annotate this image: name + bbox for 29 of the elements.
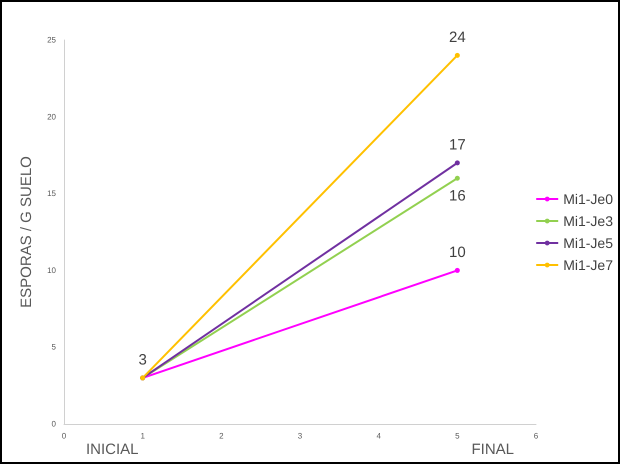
legend-label: Mi1-Je0 — [563, 191, 614, 207]
x-tick-label: 6 — [534, 432, 539, 440]
x-tick-label: 4 — [376, 432, 382, 440]
data-label: 16 — [448, 188, 466, 205]
point — [454, 176, 460, 181]
text: FINAL — [471, 441, 514, 458]
point — [454, 268, 460, 273]
legend-label: Mi1-Je7 — [563, 257, 614, 273]
y-tick-label: 15 — [47, 189, 57, 198]
y-axis-title: ESPORAS / G SUELO — [18, 156, 35, 308]
y-tick-label: 20 — [47, 112, 57, 122]
point — [454, 52, 460, 58]
y-tick-label: 0 — [52, 420, 57, 428]
data-label: 24 — [448, 28, 466, 46]
text: INICIAL — [86, 441, 139, 458]
y-tick-label: 10 — [47, 266, 57, 275]
y-tick-label: 25 — [47, 36, 57, 44]
legend-label: Mi1-Je5 — [563, 235, 614, 251]
x-tick-label: 3 — [298, 432, 303, 440]
legend-label: Mi1-Je3 — [563, 213, 614, 229]
point — [454, 160, 460, 166]
y-tick-label: 5 — [52, 342, 57, 352]
x-tick-label: 2 — [219, 432, 224, 440]
x-tick-label: 1 — [140, 432, 146, 440]
data-label: 17 — [448, 136, 466, 154]
x-tick-label: 5 — [455, 432, 460, 440]
x-tick-label: 0 — [62, 432, 67, 440]
data-label: 10 — [448, 244, 466, 261]
data-label: 3 — [138, 351, 147, 368]
